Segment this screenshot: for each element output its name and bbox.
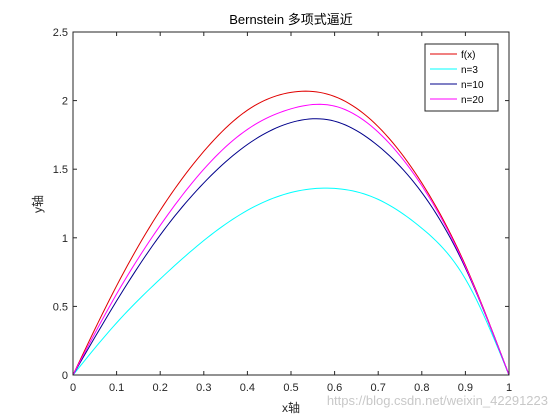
series-line-1 — [72, 90, 510, 376]
legend-label-2: n=3 — [461, 65, 478, 76]
y-ticks: 0 0.5 1 1.5 2 2.5 — [53, 27, 509, 382]
x-ticks: 0 0.1 0.2 0.3 0.4 0.5 0.6 0.7 0.8 0.9 1 — [70, 32, 512, 394]
x-tick-label: 0.1 — [109, 382, 124, 394]
x-tick-label: 0.3 — [196, 382, 211, 394]
y-tick-label: 2.5 — [53, 27, 68, 39]
x-tick-label: 0.9 — [458, 382, 473, 394]
y-axis-label: y轴 — [30, 195, 45, 213]
x-tick-label: 0.6 — [327, 382, 342, 394]
x-axis-label: x轴 — [282, 400, 300, 415]
x-tick-label: 0.7 — [371, 382, 386, 394]
legend-label-3: n=10 — [461, 80, 484, 91]
y-tick-label: 1 — [62, 233, 68, 245]
legend-box — [424, 43, 499, 112]
series-line-3 — [72, 118, 510, 376]
series-line-4 — [72, 103, 510, 376]
x-tick-label: 1 — [506, 382, 512, 394]
legend-label-4: n=20 — [461, 95, 484, 106]
x-tick-label: 0 — [70, 382, 76, 394]
legend: f(x) n=3 n=10 n=20 — [424, 43, 499, 112]
y-tick-label: 1.5 — [53, 164, 68, 176]
legend-label-1: f(x) — [461, 50, 475, 61]
x-tick-label: 0.4 — [240, 382, 255, 394]
x-tick-label: 0.2 — [153, 382, 168, 394]
x-tick-label: 0.8 — [414, 382, 429, 394]
y-tick-label: 2 — [62, 96, 68, 108]
y-tick-label: 0 — [62, 370, 68, 382]
series-line-2 — [72, 187, 510, 376]
watermark: https://blog.csdn.net/weixin_42291223 — [327, 393, 548, 408]
x-tick-label: 0.5 — [283, 382, 298, 394]
series-layer — [72, 90, 510, 376]
y-tick-label: 0.5 — [53, 301, 68, 313]
chart-title: Bernstein 多项式逼近 — [229, 12, 353, 27]
